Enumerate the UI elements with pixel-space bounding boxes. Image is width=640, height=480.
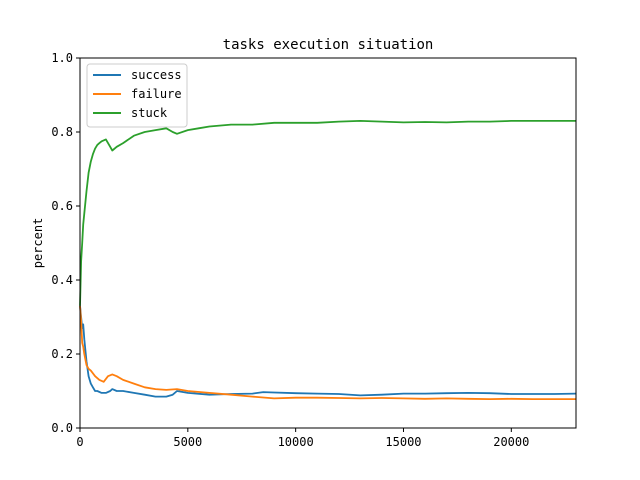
y-tick-label: 0.2 [51,347,73,361]
y-tick-label: 0.4 [51,273,73,287]
x-axis-ticks: 0 5000 10000 15000 20000 [76,428,529,449]
y-tick-label: 1.0 [51,51,73,65]
chart-title: tasks execution situation [223,37,434,53]
y-tick-label: 0.0 [51,421,73,435]
x-tick-label: 15000 [385,435,421,449]
series-line-stuck [79,120,576,306]
series-line-failure [79,305,576,400]
plot-area [79,120,577,400]
x-tick-label: 10000 [278,435,314,449]
x-tick-label: 20000 [493,435,529,449]
legend-box [86,63,188,128]
y-axis-ticks: 0.0 0.2 0.4 0.6 0.8 1.0 [51,51,80,435]
series-line-success [79,305,577,398]
y-axis-label: percent [31,218,45,269]
legend-label-success: success [131,68,182,82]
legend: success failure stuck [86,63,188,128]
x-tick-label: 5000 [173,435,202,449]
y-tick-label: 0.6 [51,199,73,213]
legend-label-stuck: stuck [131,106,168,120]
legend-label-failure: failure [131,87,182,101]
y-tick-label: 0.8 [51,125,73,139]
axes-frame [79,57,577,429]
x-tick-label: 0 [76,435,83,449]
